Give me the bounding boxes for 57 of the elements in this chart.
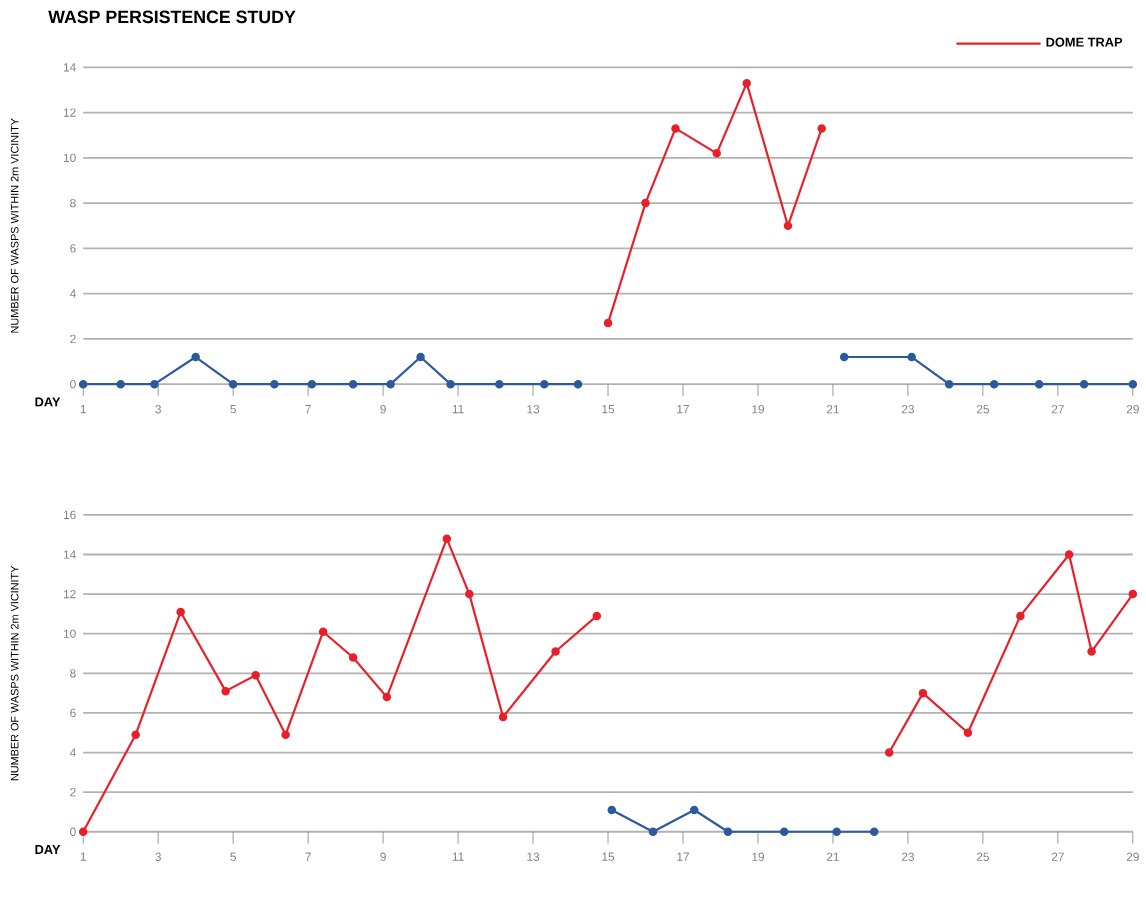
point: [1079, 380, 1089, 389]
point: [318, 627, 328, 637]
point: [573, 380, 583, 389]
point: [281, 730, 290, 740]
point: [671, 124, 680, 134]
point: [386, 380, 395, 389]
point: [712, 149, 721, 159]
point: [307, 380, 317, 389]
point: [270, 380, 279, 389]
point: [540, 380, 549, 389]
point: [442, 534, 452, 544]
point: [963, 728, 973, 738]
point: [465, 590, 474, 599]
point: [907, 353, 916, 362]
point: [251, 671, 260, 681]
point: [495, 380, 504, 389]
point: [116, 380, 125, 389]
point: [416, 353, 425, 362]
point: [1087, 647, 1096, 657]
point: [78, 380, 88, 389]
point: [176, 608, 185, 617]
point: [1034, 380, 1044, 389]
chart-title: WASP PERSISTENCE STUDY: [48, 11, 296, 24]
point: [723, 827, 733, 837]
point: [783, 221, 793, 231]
point: [779, 827, 789, 837]
point: [817, 124, 826, 134]
point: [1128, 380, 1138, 389]
point: [648, 827, 658, 837]
point: [918, 689, 928, 698]
point: [832, 827, 841, 837]
point: [989, 380, 999, 389]
point: [603, 319, 613, 328]
point: [191, 353, 200, 362]
point: [592, 612, 602, 621]
point: [348, 653, 358, 663]
point: [228, 380, 238, 389]
point: [1128, 590, 1138, 599]
point: [742, 79, 751, 88]
point: [607, 806, 617, 815]
point: [348, 380, 358, 389]
point: [221, 687, 230, 696]
point: [78, 827, 88, 837]
point: [131, 730, 140, 740]
point: [641, 199, 650, 208]
point: [1016, 612, 1025, 621]
point: [944, 380, 954, 389]
point: [884, 748, 894, 758]
point: [1064, 550, 1074, 560]
point: [839, 353, 849, 362]
point: [446, 380, 455, 389]
point: [689, 806, 699, 815]
point: [382, 693, 392, 702]
point: [498, 713, 508, 722]
point: [551, 647, 560, 657]
point: [869, 827, 879, 837]
point: [150, 380, 159, 389]
